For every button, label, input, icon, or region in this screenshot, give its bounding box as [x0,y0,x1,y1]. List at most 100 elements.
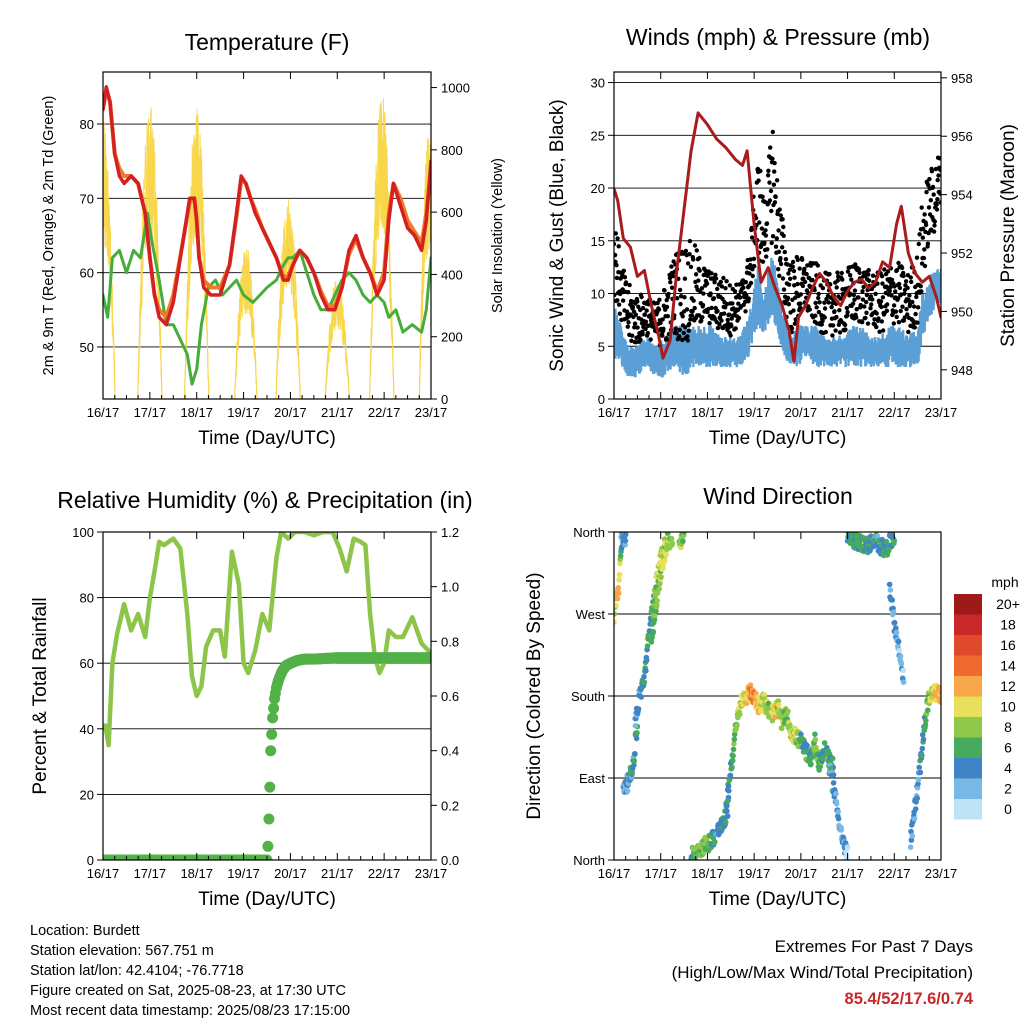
direction-point [925,707,931,713]
direction-point [616,571,623,578]
gust-point [621,268,626,273]
colorbar-label: 8 [1004,719,1012,735]
gust-point [910,299,915,305]
gust-point [772,169,777,174]
direction-point [617,560,623,567]
direction-point [909,833,915,839]
gust-point [787,267,793,272]
gust-point [674,331,679,336]
direction-point [779,725,785,732]
gust-point [798,301,803,306]
gust-point [905,285,910,291]
winds-x-label: Time (Day/UTC) [709,428,847,449]
gust-point [638,337,643,342]
gust-point [713,272,718,277]
gust-point [827,271,832,277]
gust-point [743,309,748,314]
gust-point [924,189,929,195]
direction-y-tick-label: North [573,525,605,540]
gust-point [720,296,725,302]
direction-point [643,657,650,664]
direction-point [915,776,922,783]
direction-point [648,639,655,645]
gust-point [894,314,899,320]
gust-point [650,320,655,326]
gust-point [648,337,653,342]
gust-point [727,283,733,288]
direction-point [736,711,743,718]
gust-point [767,180,772,185]
gust-point [922,212,927,217]
direction-point [663,551,669,558]
direction-point [808,761,814,767]
gust-point [717,322,722,327]
gust-point [773,244,779,249]
gust-point [748,280,754,286]
humidity-x-tick-label: 19/17 [227,866,260,881]
winds-y2-tick-label: 956 [951,129,973,144]
gust-point [929,169,935,174]
gust-point [805,263,810,268]
insolation-line [275,212,301,399]
gust-point [834,285,839,290]
humidity-y2-tick-label: 0.0 [441,853,459,868]
gust-point [898,308,903,314]
gust-point [798,292,803,297]
direction-grid [614,531,941,861]
gust-point [692,305,697,311]
extremes-values: 85.4/52/17.6/0.74 [844,990,973,1008]
gust-point [723,305,728,310]
gust-point [643,319,649,324]
precip-point [263,813,275,825]
direction-point [896,647,903,654]
gust-point [884,308,890,313]
gust-point [770,129,775,135]
gust-point [646,323,651,328]
gust-point [868,306,873,311]
gust-point [693,272,699,277]
temperature-x-tick-label: 21/17 [321,405,354,420]
direction-point [622,542,628,548]
gust-point [620,298,626,303]
gust-point [864,299,869,305]
gust-point [856,295,861,300]
gust-point [762,199,767,204]
direction-point [922,722,929,728]
gust-point [893,289,898,294]
humidity-y-tick-label: 80 [80,591,94,606]
direction-point [614,595,621,602]
colorbar-title: mph [991,574,1018,590]
gust-point [614,259,618,264]
gust-point [845,269,851,274]
station-location: Location: Burdett [30,923,140,939]
winds-y-tick-label: 10 [591,287,605,302]
gust-point [691,257,696,262]
direction-point [730,746,737,753]
temperature-y-tick-label: 60 [80,266,94,281]
gust-point [903,279,909,284]
gust-point [840,277,845,282]
gust-point [922,247,927,252]
temp-2m-line [103,85,431,327]
direction-y-tick-label: East [579,771,605,786]
humidity-x-tick-label: 18/17 [180,866,213,881]
humidity-y-tick-label: 60 [80,656,94,671]
colorbar-swatch [954,799,982,820]
gust-point [639,294,644,300]
gust-point [914,255,920,260]
gust-point [736,315,742,321]
gust-point [921,226,926,231]
humidity-x-tick-label: 20/17 [274,866,307,881]
gust-point [860,289,865,294]
gust-point [614,252,618,258]
winds-title: Winds (mph) & Pressure (mb) [626,24,930,50]
direction-point [669,540,676,547]
gust-point [741,285,746,290]
precip-point [268,702,280,714]
gust-point [879,304,884,310]
gust-point [618,291,623,297]
gust-point [677,287,683,293]
gust-point [780,245,785,250]
gust-point [786,282,792,287]
gust-point [645,330,650,336]
